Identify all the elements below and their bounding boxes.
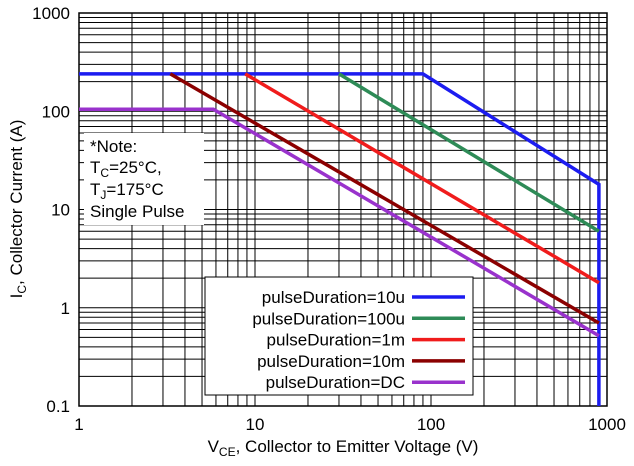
y-tick-label: 1000 [32, 4, 70, 23]
series-line [338, 72, 600, 233]
note-line-2-rest: =25°C, [109, 158, 162, 177]
series-line [244, 72, 600, 285]
note-line-2-sub: C [100, 166, 109, 180]
note-line-2: TC=25°C, [90, 158, 162, 180]
series-line [169, 72, 600, 325]
x-axis-title-rest: , Collector to Emitter Voltage (V) [236, 437, 479, 456]
legend-label: pulseDuration=100u [252, 309, 405, 328]
legend-label: pulseDuration=1m [267, 331, 405, 350]
note-line-3-main: T [90, 180, 100, 199]
x-tick-labels: 1 10 100 1000 [74, 415, 626, 434]
series-line [79, 107, 600, 338]
note-box-background [84, 133, 204, 225]
y-tick-label: 1 [61, 299, 70, 318]
y-tick-label: 0.1 [46, 397, 70, 416]
x-axis-title-main: V [208, 437, 220, 456]
legend-label: pulseDuration=10m [257, 352, 405, 371]
legend-label: pulseDuration=10u [262, 288, 405, 307]
y-axis-title: IC, Collector Current (A) [7, 120, 29, 299]
x-tick-label: 10 [246, 415, 265, 434]
y-axis-title-main: I [7, 294, 26, 299]
note-line-3: TJ=175°C [90, 180, 164, 202]
y-axis-title-sub: C [15, 285, 29, 294]
note-line-1: *Note: [90, 137, 137, 156]
legend-label: pulseDuration=DC [266, 373, 405, 392]
x-tick-label: 100 [417, 415, 445, 434]
series-line [79, 72, 601, 406]
y-tick-label: 100 [42, 102, 70, 121]
x-tick-label: 1 [74, 415, 83, 434]
x-axis-title: VCE, Collector to Emitter Voltage (V) [208, 437, 479, 459]
y-axis-title-rest: , Collector Current (A) [7, 120, 26, 285]
note-box: *Note: TC=25°C, TJ=175°C Single Pulse [84, 133, 204, 225]
y-tick-label: 10 [51, 201, 70, 220]
plot-frame [78, 12, 608, 407]
x-axis-title-sub: CE [219, 445, 236, 459]
legend: pulseDuration=10u pulseDuration=100u pulse… [204, 276, 474, 396]
y-tick-labels: 0.1 1 10 100 1000 [32, 4, 70, 416]
note-line-3-rest: =175°C [106, 180, 163, 199]
series-lines [79, 72, 601, 406]
note-line-3-sub: J [100, 188, 106, 202]
x-tick-label: 1000 [588, 415, 626, 434]
note-line-4: Single Pulse [90, 202, 185, 221]
note-line-2-main: T [90, 158, 100, 177]
